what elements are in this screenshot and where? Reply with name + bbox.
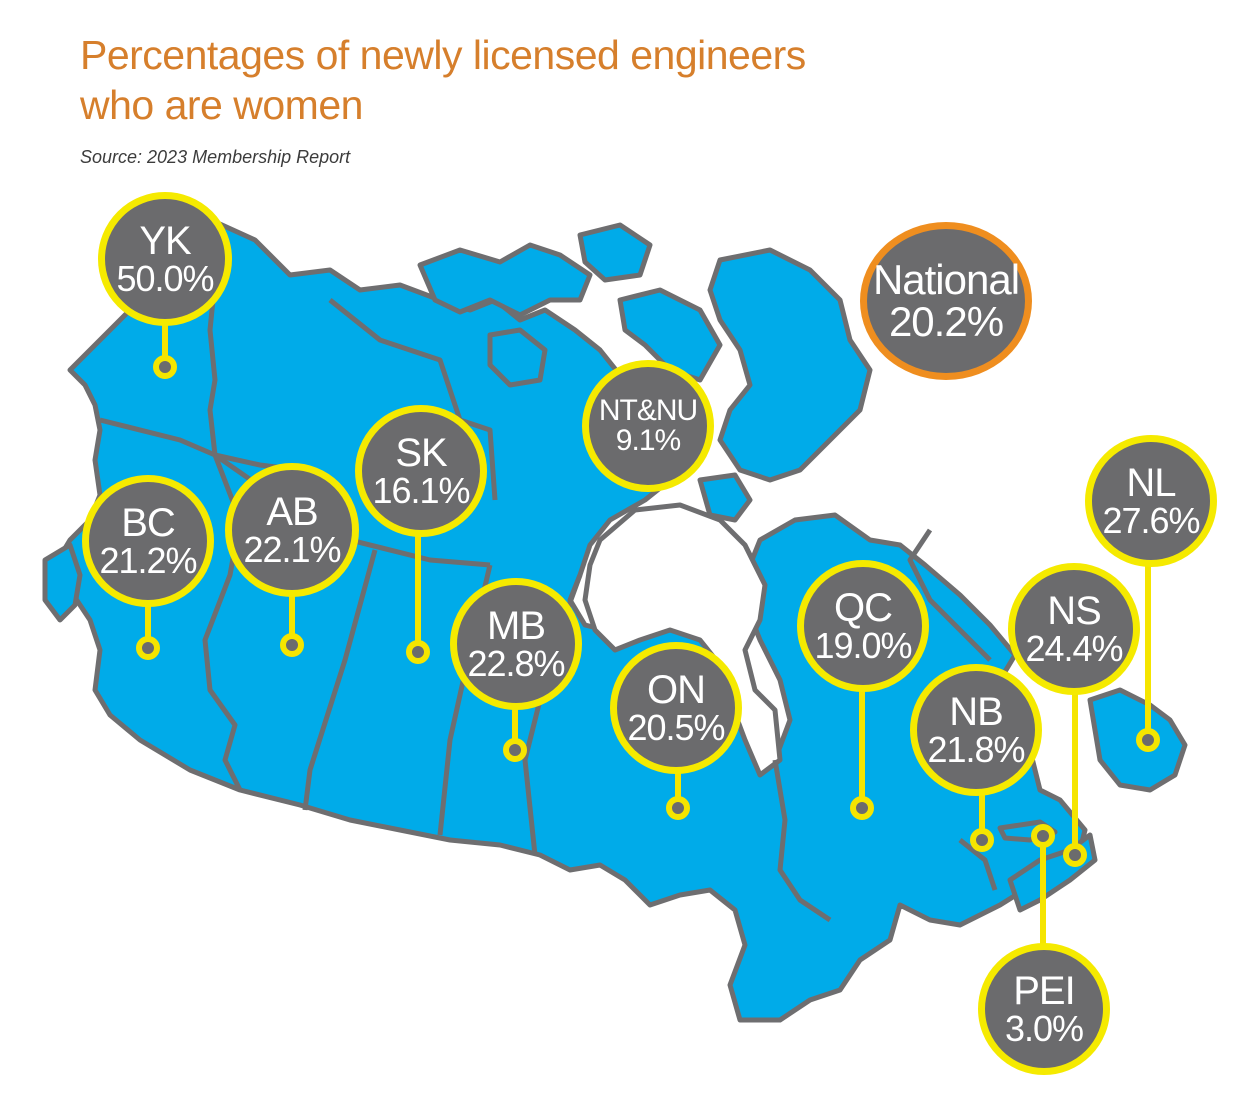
region-abbr: QC xyxy=(834,586,893,630)
region-abbr: NL xyxy=(1126,461,1176,505)
map-title-line-2: who are women xyxy=(80,82,363,128)
border-nb-qc xyxy=(958,838,998,891)
region-value: 20.5% xyxy=(627,707,725,748)
pin-on xyxy=(666,796,690,820)
bubble-nb: NB 21.8% xyxy=(910,664,1042,796)
pin-yk xyxy=(153,355,177,379)
region-value: 16.1% xyxy=(372,470,470,511)
arctic-island-2 xyxy=(577,222,653,283)
region-value: 24.4% xyxy=(1025,628,1123,669)
region-value: 21.8% xyxy=(927,729,1025,770)
region-abbr: ON xyxy=(647,668,706,712)
bubble-bc: BC 21.2% xyxy=(82,475,214,607)
arctic-island-4 xyxy=(487,327,548,388)
leader-lines xyxy=(145,315,1151,950)
bubble-ns: NS 24.4% xyxy=(1008,563,1140,695)
source-note: Source: 2023 Membership Report xyxy=(80,147,351,167)
bubble-sk: SK 16.1% xyxy=(355,405,487,537)
bubble-national: National 20.2% xyxy=(860,222,1032,380)
region-abbr: YK xyxy=(139,219,191,263)
pin-mb xyxy=(503,738,527,762)
pin-nb xyxy=(970,828,994,852)
region-abbr: NB xyxy=(949,690,1004,734)
baffin-island xyxy=(707,247,873,483)
bubble-mb: MB 22.8% xyxy=(450,578,582,710)
hudson-bay xyxy=(582,502,783,778)
pin-ns xyxy=(1063,843,1087,867)
bubble-nl: NL 27.6% xyxy=(1085,435,1217,567)
region-value: 22.8% xyxy=(467,643,565,684)
pin-ab xyxy=(280,633,304,657)
region-abbr: PEI xyxy=(1013,969,1075,1013)
region-abbr: NT&NU xyxy=(598,394,698,427)
national-label: National xyxy=(872,256,1020,303)
arctic-island-3 xyxy=(617,287,723,383)
region-abbr: NS xyxy=(1047,589,1102,633)
region-abbr: AB xyxy=(266,490,318,534)
national-value: 20.2% xyxy=(888,298,1004,345)
region-value: 22.1% xyxy=(243,529,341,570)
region-abbr: BC xyxy=(121,501,176,545)
border-nt-nu xyxy=(328,298,498,501)
bubble-yk: YK 50.0% xyxy=(98,192,232,326)
pin-sk xyxy=(406,640,430,664)
region-abbr: SK xyxy=(395,431,447,475)
region-value: 19.0% xyxy=(814,625,912,666)
border-on-qc xyxy=(772,759,832,923)
region-value: 21.2% xyxy=(99,540,197,581)
map-title: Percentages of newly licensed engineers … xyxy=(80,30,806,130)
pin-qc xyxy=(850,796,874,820)
region-abbr: MB xyxy=(487,604,546,648)
pin-pei xyxy=(1031,824,1055,848)
pin-bc xyxy=(136,636,160,660)
region-value: 3.0% xyxy=(1004,1008,1084,1049)
region-value: 50.0% xyxy=(116,258,214,299)
bubble-ab: AB 22.1% xyxy=(225,463,359,597)
southampton-island xyxy=(697,472,753,523)
arctic-island-1 xyxy=(417,242,593,318)
bubble-pei: PEI 3.0% xyxy=(978,943,1110,1075)
bubble-on: ON 20.5% xyxy=(610,642,742,774)
region-value: 27.6% xyxy=(1102,500,1200,541)
pins xyxy=(136,355,1160,867)
map-title-line-1: Percentages of newly licensed engineers xyxy=(80,32,806,78)
bubble-qc: QC 19.0% xyxy=(797,560,929,692)
bubble-nt-nu: NT&NU 9.1% xyxy=(582,360,714,492)
pin-nl xyxy=(1136,728,1160,752)
region-value: 9.1% xyxy=(615,424,681,457)
border-ab-sk xyxy=(302,549,378,811)
border-qc-nl xyxy=(907,528,992,662)
vancouver-island xyxy=(42,542,83,623)
